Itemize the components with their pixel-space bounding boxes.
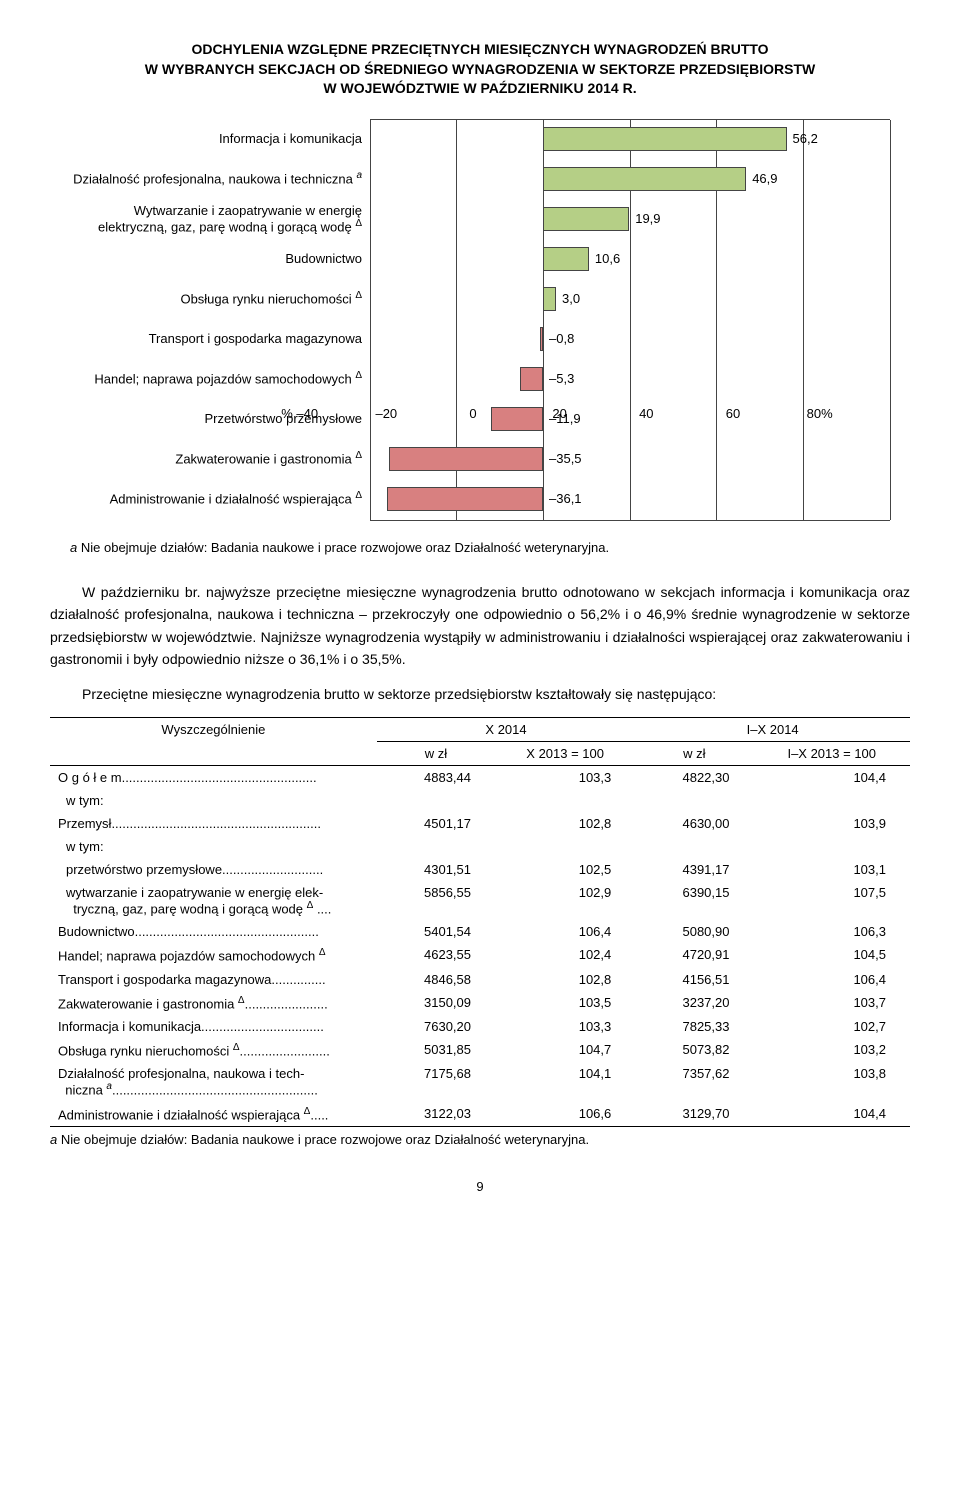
chart-category-label: Budownictwo: [72, 251, 370, 267]
col-header-g1: X 2014: [377, 717, 635, 741]
chart-bar: [543, 247, 589, 271]
chart-value-label: 19,9: [635, 211, 660, 226]
table-row: O g ó ł e m.............................…: [50, 765, 910, 789]
chart-bar: [389, 447, 543, 471]
chart-bar: [387, 487, 543, 511]
col-sub-3: w zł: [635, 741, 753, 765]
page-number: 9: [50, 1179, 910, 1194]
chart-category-label: Zakwaterowanie i gastronomia Δ: [72, 450, 370, 467]
table-row: Budownictwo.............................…: [50, 920, 910, 943]
chart-bar: [543, 127, 787, 151]
chart-value-label: 10,6: [595, 251, 620, 266]
chart-value-label: 56,2: [793, 131, 818, 146]
axis-tick: 20: [552, 406, 566, 421]
table-row: Działalność profesjonalna, naukowa i tec…: [50, 1062, 910, 1101]
table-row: Przemysł................................…: [50, 812, 910, 835]
axis-tick: 0: [469, 406, 476, 421]
table-row: Transport i gospodarka magazynowa.......…: [50, 968, 910, 991]
chart-value-label: –36,1: [549, 491, 582, 506]
axis-tick: 60: [726, 406, 740, 421]
table-row: Informacja i komunikacja................…: [50, 1015, 910, 1038]
chart-value-label: –35,5: [549, 451, 582, 466]
table-footnote: a Nie obejmuje działów: Badania naukowe …: [50, 1126, 910, 1149]
deviation-chart: Informacja i komunikacja 56,2 Działalność …: [70, 119, 890, 519]
chart-category-label: Obsługa rynku nieruchomości Δ: [72, 290, 370, 307]
chart-value-label: –5,3: [549, 371, 574, 386]
chart-value-label: 46,9: [752, 171, 777, 186]
axis-tick: –20: [375, 406, 397, 421]
axis-tick: % –40: [281, 406, 318, 421]
table-row: Administrowanie i działalność wspierając…: [50, 1102, 910, 1126]
chart-bar: [520, 367, 543, 391]
col-sub-4: I–X 2013 = 100: [753, 741, 910, 765]
chart-category-label: Wytwarzanie i zaopatrywanie w energięele…: [72, 203, 370, 236]
wages-table: Wyszczególnienie X 2014 I–X 2014 w zł X …: [50, 717, 910, 1126]
table-row: Handel; naprawa pojazdów samochodowych Δ…: [50, 943, 910, 967]
axis-tick: 40: [639, 406, 653, 421]
table-row: w tym:: [50, 789, 910, 812]
chart-value-label: –0,8: [549, 331, 574, 346]
col-sub-1: w zł: [377, 741, 495, 765]
col-header-name: Wyszczególnienie: [50, 717, 377, 765]
chart-category-label: Informacja i komunikacja: [72, 131, 370, 147]
chart-category-label: Działalność profesjonalna, naukowa i tec…: [72, 170, 370, 187]
chart-category-label: Handel; naprawa pojazdów samochodowych Δ: [72, 370, 370, 387]
table-row: Obsługa rynku nieruchomości Δ...........…: [50, 1038, 910, 1062]
chart-bar: [543, 287, 556, 311]
chart-bar: [543, 207, 629, 231]
chart-bar: [543, 167, 746, 191]
chart-bar: [540, 327, 543, 351]
col-header-g2: I–X 2014: [635, 717, 910, 741]
chart-category-label: Transport i gospodarka magazynowa: [72, 331, 370, 347]
chart-value-label: 3,0: [562, 291, 580, 306]
table-row: wytwarzanie i zaopatrywanie w energię el…: [50, 881, 910, 920]
chart-footnote: a Nie obejmuje działów: Badania naukowe …: [70, 539, 890, 557]
table-row: przetwórstwo przemysłowe................…: [50, 858, 910, 881]
axis-tick: 80%: [807, 406, 833, 421]
paragraph-1: W październiku br. najwyższe przeciętne …: [50, 581, 910, 671]
col-sub-2: X 2013 = 100: [495, 741, 635, 765]
paragraph-2: Przeciętne miesięczne wynagrodzenia brut…: [50, 683, 910, 705]
table-row: Zakwaterowanie i gastronomia Δ..........…: [50, 991, 910, 1015]
chart-category-label: Administrowanie i działalność wspierając…: [72, 490, 370, 507]
table-row: w tym:: [50, 835, 910, 858]
page-title: ODCHYLENIA WZGLĘDNE PRZECIĘTNYCH MIESIĘC…: [50, 40, 910, 99]
